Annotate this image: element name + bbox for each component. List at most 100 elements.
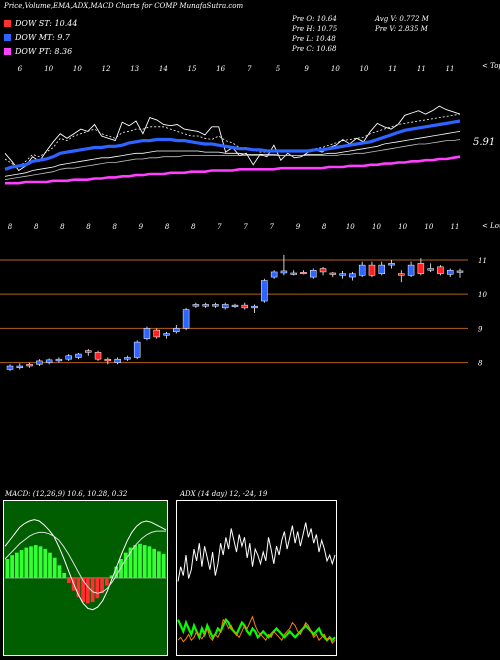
candle-body xyxy=(36,360,43,365)
macd-histogram-bar xyxy=(43,548,48,578)
price-level-label: 9 xyxy=(478,325,483,333)
bottom-tick-label: 10 xyxy=(372,223,381,231)
prev-close: Pre C: 10.68 xyxy=(292,45,337,53)
macd-histogram-bar xyxy=(95,578,100,599)
top-tick-label: 10 xyxy=(73,65,82,73)
candles xyxy=(6,254,464,372)
top-tick-label: 12 xyxy=(102,65,111,73)
adx-chart xyxy=(176,500,337,656)
candle-body xyxy=(212,304,219,307)
candle-body xyxy=(55,358,63,362)
candle-body xyxy=(6,365,14,370)
bottom-tick-labels: 8 8 8 8 8 9 8 8 7 7 7 9 8 10 10 10 10 11 xyxy=(8,223,460,231)
prev-volume: Pre V: 2.835 M xyxy=(375,25,428,33)
macd-histogram-bar xyxy=(152,548,157,578)
ema-line-1 xyxy=(4,113,461,168)
macd-histogram-bar xyxy=(142,545,147,578)
ema-line-3 xyxy=(4,131,461,177)
macd-histogram-bar xyxy=(100,578,104,594)
bottom-tick-label: 8 xyxy=(165,223,170,231)
legend-label: DOW ST: 10.44 xyxy=(15,19,78,28)
bottom-tick-label: 7 xyxy=(217,223,222,231)
macd-histogram-bar xyxy=(90,578,95,603)
candle-body xyxy=(192,304,200,307)
legend-item-dow-mt: DOW MT: 9.7 xyxy=(4,33,70,42)
top-tick-label: 11 xyxy=(446,65,455,73)
prev-open: Pre O: 10.64 xyxy=(292,15,337,23)
top-tick-label: 6 xyxy=(18,65,23,73)
ema-line-2 xyxy=(4,119,461,171)
candle-body xyxy=(231,304,239,307)
candle-body xyxy=(261,280,268,302)
candle-body xyxy=(65,355,72,360)
candle-body xyxy=(398,273,405,276)
candle-body xyxy=(94,352,102,360)
macd-histogram-bar xyxy=(62,572,67,578)
macd-histogram-bar xyxy=(14,552,19,578)
top-tick-label: 16 xyxy=(216,65,225,73)
price-levels: 11 10 9 8 xyxy=(0,257,487,368)
macd-histogram-bar xyxy=(161,553,166,578)
candle-body xyxy=(114,358,121,363)
legend-label: DOW PT: 8.36 xyxy=(15,47,73,56)
macd-histogram-bar xyxy=(76,578,81,597)
candle-body xyxy=(319,268,327,273)
top-tick-label: 14 xyxy=(159,65,168,73)
candle-body xyxy=(173,328,180,333)
macd-content xyxy=(4,519,167,611)
bottom-tick-label: 8 xyxy=(8,223,13,231)
top-tick-label: 10 xyxy=(44,65,53,73)
price-level-label: 8 xyxy=(478,360,483,368)
ema-line-0 xyxy=(4,105,461,172)
candle-body xyxy=(153,329,160,338)
macd-title-text: MACD: (12,26,9) 10.6, 10.28, 0.32 xyxy=(5,490,128,498)
candle-body xyxy=(270,271,278,278)
macd-histogram-bar xyxy=(147,546,152,578)
bottom-tick-label: 8 xyxy=(34,223,39,231)
candle-body xyxy=(407,264,415,276)
macd-signal-line xyxy=(4,530,166,594)
candle-body xyxy=(446,269,454,275)
candle-body xyxy=(280,270,288,274)
candle-body xyxy=(163,333,170,336)
price-level-label: 11 xyxy=(478,257,487,265)
candle-body xyxy=(417,263,425,274)
candle-body xyxy=(104,358,112,362)
top-tick-label: 15 xyxy=(188,65,197,73)
candle-body xyxy=(329,272,337,275)
legend-swatch-magenta xyxy=(4,48,11,55)
candlestick-chart: 11 10 9 8 xyxy=(0,254,487,372)
legend-swatch-red xyxy=(4,20,11,27)
candle-body xyxy=(26,364,33,367)
candle-body xyxy=(456,270,464,273)
ema-line-4 xyxy=(4,139,461,181)
ema-lines xyxy=(4,105,461,185)
candle-body xyxy=(339,273,346,276)
macd-histogram-bar xyxy=(19,550,24,578)
candle-body xyxy=(16,365,24,368)
macd-histogram-bar xyxy=(123,552,128,578)
candle-body xyxy=(85,350,92,353)
macd-histogram-bar xyxy=(38,546,43,578)
macd-line xyxy=(4,519,167,611)
bottom-tick-label: 7 xyxy=(270,223,275,231)
bottom-tick-label: 11 xyxy=(451,223,460,231)
top-tick-label: 5 xyxy=(276,65,281,73)
top-tick-label: 11 xyxy=(417,65,426,73)
prev-low: Pre L: 10.48 xyxy=(292,35,336,43)
adx-title: ADX (14 day) 12, -24, 19 xyxy=(180,490,267,498)
top-tick-labels: 6 10 10 12 13 14 15 16 7 5 9 10 10 11 11 11 xyxy=(18,65,455,73)
candle-body xyxy=(300,272,307,275)
top-tick-label: 10 xyxy=(331,65,340,73)
candle-body xyxy=(310,269,317,278)
candle-body xyxy=(124,357,131,360)
candle-body xyxy=(368,264,376,276)
top-tick-label: 9 xyxy=(304,65,309,73)
macd-histogram-bar xyxy=(67,578,71,584)
top-tick-label: 13 xyxy=(130,65,139,73)
macd-histogram-bar xyxy=(5,559,10,578)
top-tick-label: 7 xyxy=(247,65,252,73)
macd-histogram-bar xyxy=(10,555,14,578)
candle-body xyxy=(75,353,82,358)
macd-histogram-bar xyxy=(133,545,138,578)
